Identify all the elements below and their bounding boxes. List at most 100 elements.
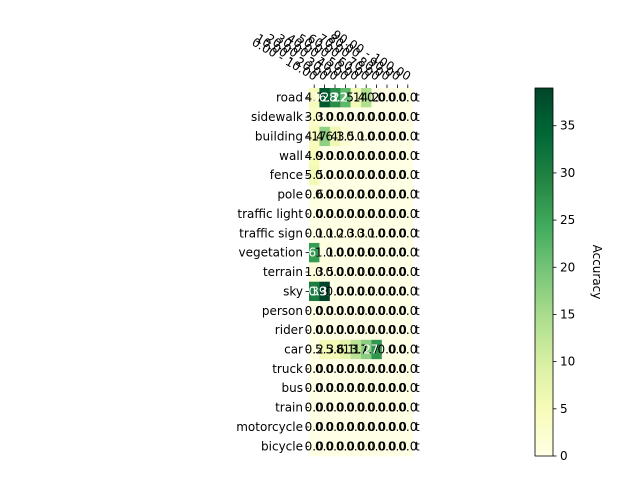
cell-value-label: 0.0	[325, 207, 344, 221]
heat-cell	[371, 262, 383, 282]
heat-cell	[319, 339, 331, 360]
heat-cell	[309, 281, 320, 302]
heat-cell	[340, 107, 351, 128]
cell-value-label: 0.0	[315, 188, 334, 202]
cell-value-label: 0.0	[346, 284, 365, 298]
cell-trailing-label: t	[415, 168, 420, 182]
cell-value-label: 0.0	[377, 91, 396, 105]
heat-cell	[340, 223, 351, 244]
heat-cell	[402, 165, 414, 186]
cell-value-label: 0.3	[346, 226, 365, 240]
heat-cell	[340, 339, 351, 360]
cell-value-label: 0.0	[377, 342, 396, 356]
cell-value-label: 0.0	[388, 91, 407, 105]
cell-value-label: 0.0	[367, 226, 386, 240]
heat-cell	[371, 88, 383, 108]
cell-value-label: 0.0	[305, 323, 324, 337]
heat-cell	[340, 359, 351, 379]
heat-cell	[371, 126, 383, 147]
heat-cell	[381, 242, 393, 263]
cell-value-label: 0.0	[336, 439, 355, 453]
heat-cell	[402, 146, 414, 166]
cell-value-label: 0.0	[346, 362, 365, 376]
cell-value-label: 0.0	[388, 246, 407, 260]
cell-value-label: 0.0	[315, 420, 334, 434]
heat-cell	[319, 146, 331, 166]
heat-cell	[392, 165, 403, 186]
cell-value-label: 0.0	[357, 439, 376, 453]
cell-value-label: 0.0	[377, 207, 396, 221]
cell-value-label: 0.3	[336, 226, 355, 240]
cell-value-label: 0.0	[336, 304, 355, 318]
heat-cell	[340, 301, 351, 321]
cell-value-label: 0.0	[357, 110, 376, 124]
heat-cell	[329, 339, 341, 360]
y-tick-label: person	[262, 304, 303, 318]
cell-value-label: 0.0	[398, 304, 417, 318]
heat-cell	[309, 436, 320, 457]
cell-value-label: 0.0	[325, 439, 344, 453]
cell-trailing-label: t	[415, 188, 420, 202]
heat-cell	[402, 359, 414, 379]
cell-value-label: 3.3	[305, 110, 324, 124]
cell-value-label: 5.6	[325, 342, 344, 356]
heat-cell	[402, 262, 414, 282]
colorbar-tick-label: 35	[560, 119, 575, 133]
cell-value-label: 0.0	[377, 188, 396, 202]
cell-value-label: 0.0	[336, 168, 355, 182]
cell-value-label: 0.0	[367, 110, 386, 124]
cell-value-label: 0.0	[357, 129, 376, 143]
heat-cell	[371, 281, 383, 302]
cell-value-label: 0.0	[315, 110, 334, 124]
cell-value-label: 0.0	[367, 284, 386, 298]
heat-cell	[319, 301, 331, 321]
heat-cell	[319, 378, 331, 399]
cell-value-label: 0.0	[398, 401, 417, 415]
heat-cell	[340, 417, 351, 437]
cell-value-label: 0.0	[325, 401, 344, 415]
cell-value-label: 0.0	[357, 362, 376, 376]
heat-cell	[361, 281, 372, 302]
cell-value-label: 0.0	[305, 401, 324, 415]
heat-cell	[361, 107, 372, 128]
heat-cell	[309, 397, 320, 418]
colorbar-tick-label: 15	[560, 307, 575, 321]
heat-cell	[309, 88, 320, 108]
y-tick-label: car	[284, 342, 303, 356]
heat-cell	[329, 204, 341, 224]
cell-value-label: 0.0	[315, 401, 334, 415]
cell-value-label: 0.0	[388, 401, 407, 415]
heat-cell	[361, 223, 372, 244]
heat-cell	[350, 397, 362, 418]
cell-value-label: 0.0	[336, 207, 355, 221]
heat-cell	[402, 378, 414, 399]
y-tick-label: rider	[275, 323, 303, 337]
cell-value-label: 0.0	[377, 401, 396, 415]
heat-cell	[319, 417, 331, 437]
cell-value-label: 0.0	[305, 207, 324, 221]
cell-value-label: 0.0	[346, 439, 365, 453]
cell-value-label: 0.0	[336, 284, 355, 298]
heat-cell	[381, 223, 393, 244]
heat-cell	[309, 262, 320, 282]
cell-value-label: 0.0	[346, 246, 365, 260]
cell-trailing-label: t	[415, 381, 420, 395]
cell-value-label: 0.0	[336, 420, 355, 434]
heat-cell	[402, 184, 414, 205]
heat-cell	[309, 378, 320, 399]
y-tick-label: train	[275, 401, 303, 415]
heat-cell	[402, 126, 414, 147]
heat-cell	[319, 204, 331, 224]
cell-value-label: 0.0	[367, 129, 386, 143]
cell-value-label: 1.1	[315, 246, 334, 260]
heat-cell	[350, 107, 362, 128]
cell-value-label: 0.0	[388, 323, 407, 337]
heat-cell	[402, 88, 414, 108]
cell-value-label: 0.0	[346, 188, 365, 202]
heat-cell	[371, 242, 383, 263]
heat-cell	[329, 417, 341, 437]
cell-value-label: 6.3	[325, 129, 344, 143]
heat-cell	[361, 126, 372, 147]
y-tick-label: wall	[279, 149, 303, 163]
cell-trailing-label: t	[415, 110, 420, 124]
